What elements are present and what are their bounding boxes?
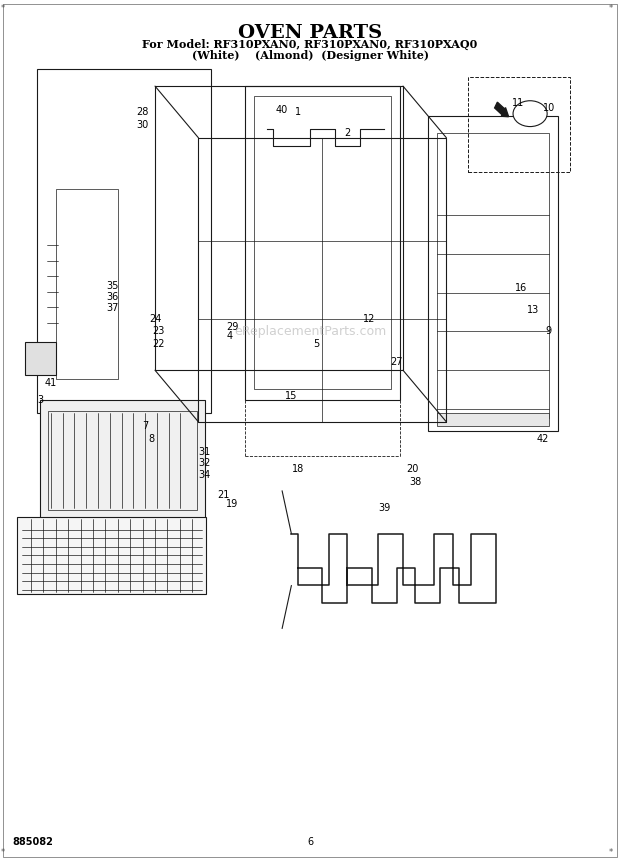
Text: 24: 24 [149, 313, 161, 324]
FancyArrow shape [495, 102, 508, 117]
Text: 35: 35 [107, 281, 119, 291]
Text: 9: 9 [546, 326, 552, 337]
Text: 19: 19 [226, 499, 239, 509]
Text: *: * [1, 848, 5, 857]
Text: 29: 29 [226, 322, 239, 332]
Text: 21: 21 [217, 490, 229, 500]
Bar [40, 400, 205, 521]
Text: For Model: RF310PXAN0, RF310PXAN0, RF310PXAQ0: For Model: RF310PXAN0, RF310PXAN0, RF310… [143, 40, 477, 50]
Text: 12: 12 [363, 313, 375, 324]
Text: 5: 5 [313, 339, 319, 350]
Text: 7: 7 [143, 421, 149, 431]
Bar [254, 96, 391, 389]
Text: 13: 13 [527, 305, 539, 315]
Text: 11: 11 [512, 98, 524, 108]
Text: 42: 42 [536, 434, 549, 444]
Text: 37: 37 [107, 303, 119, 313]
Bar [437, 133, 549, 418]
Text: 38: 38 [409, 477, 422, 487]
Text: 10: 10 [542, 102, 555, 113]
Bar [25, 342, 56, 375]
Text: 30: 30 [136, 120, 149, 130]
Text: 28: 28 [136, 107, 149, 117]
Bar [48, 411, 197, 510]
Ellipse shape [513, 101, 547, 127]
Text: (White)    (Almond)  (Designer White): (White) (Almond) (Designer White) [192, 50, 428, 60]
Bar [428, 116, 558, 430]
Text: 40: 40 [276, 105, 288, 115]
Text: 32: 32 [198, 458, 211, 468]
Text: 41: 41 [45, 378, 57, 388]
Bar [468, 77, 570, 172]
Text: 4: 4 [226, 331, 232, 341]
Text: *: * [609, 848, 613, 857]
Text: 16: 16 [515, 283, 527, 294]
Text: 36: 36 [107, 292, 119, 302]
Text: 1: 1 [294, 107, 301, 117]
Text: 885082: 885082 [12, 837, 53, 847]
Text: 20: 20 [406, 464, 419, 474]
Text: 31: 31 [198, 447, 211, 457]
Text: *: * [609, 4, 613, 13]
Text: 8: 8 [149, 434, 155, 444]
Text: 3: 3 [37, 395, 43, 406]
Text: 2: 2 [344, 128, 350, 139]
Text: OVEN PARTS: OVEN PARTS [238, 24, 382, 41]
Text: 23: 23 [152, 326, 164, 337]
Bar [17, 517, 206, 594]
Bar [437, 413, 549, 426]
Text: 15: 15 [285, 391, 298, 401]
Text: *: * [1, 4, 5, 13]
Text: eReplacementParts.com: eReplacementParts.com [234, 325, 386, 338]
Bar [245, 86, 400, 400]
Bar [56, 189, 118, 379]
Text: 27: 27 [391, 356, 403, 367]
Text: 34: 34 [198, 470, 211, 480]
Text: 22: 22 [152, 339, 164, 350]
Text: 18: 18 [291, 464, 304, 474]
Text: 39: 39 [378, 503, 391, 513]
Text: 6: 6 [307, 837, 313, 847]
Bar [37, 69, 211, 413]
